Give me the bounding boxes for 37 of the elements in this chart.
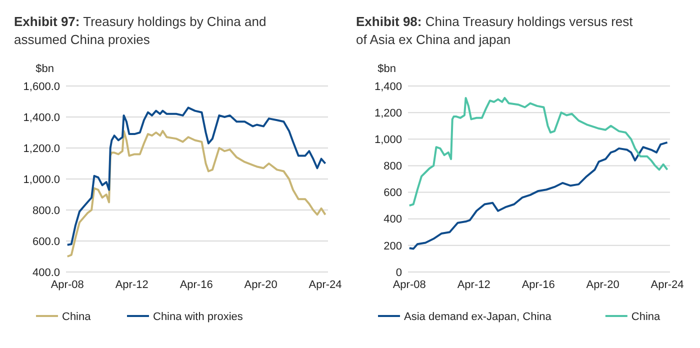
x-tick-label: Apr-24: [650, 279, 684, 291]
x-tick-label: Apr-20: [244, 279, 278, 291]
x-tick-label: Apr-08: [50, 279, 84, 291]
y-tick-label: 600.0: [32, 236, 60, 248]
x-tick-label: Apr-16: [522, 279, 555, 291]
x-tick-label: Apr-12: [457, 279, 490, 291]
y-tick-label: 1,400: [374, 80, 402, 93]
y-axis-title: $bn: [36, 63, 54, 75]
legend-label: China with proxies: [153, 310, 244, 323]
y-tick-label: 1,400.0: [23, 112, 60, 124]
y-tick-label: 1,200: [374, 107, 402, 120]
y-tick-label: 1,200.0: [23, 142, 60, 155]
y-tick-label: 200: [384, 240, 402, 252]
x-tick-label: Apr-08: [392, 279, 426, 291]
line-series: [408, 141, 668, 250]
chart-title: Exhibit 97: Treasury holdings by China and assumed China proxies: [14, 14, 266, 47]
legend-label: China: [62, 310, 92, 323]
x-tick-label: Apr-16: [180, 279, 213, 291]
y-tick-label: 1,000.0: [23, 174, 60, 186]
y-tick-label: 800.0: [32, 204, 60, 217]
legend-label: Asia demand ex-Japan, China: [404, 310, 552, 323]
y-tick-label: 600: [384, 187, 402, 200]
line-series: [66, 130, 326, 258]
legend-label: China: [631, 310, 662, 323]
x-tick-label: Apr-20: [586, 279, 620, 291]
y-axis-title: $bn: [378, 63, 396, 75]
x-tick-label: Apr-12: [115, 279, 148, 291]
line-series: [66, 106, 326, 246]
y-tick-label: 1,000: [374, 134, 402, 146]
y-tick-label: 400: [384, 214, 402, 226]
y-tick-label: 1,600.0: [23, 80, 60, 93]
y-tick-label: 0: [396, 266, 402, 279]
y-tick-label: 800: [384, 160, 402, 173]
x-tick-label: Apr-24: [308, 279, 342, 291]
chart-title: Exhibit 98: China Treasury holdings versus rest of Asia ex China and japan: [356, 14, 634, 47]
y-tick-label: 400.0: [32, 266, 60, 279]
line-series: [408, 96, 668, 207]
